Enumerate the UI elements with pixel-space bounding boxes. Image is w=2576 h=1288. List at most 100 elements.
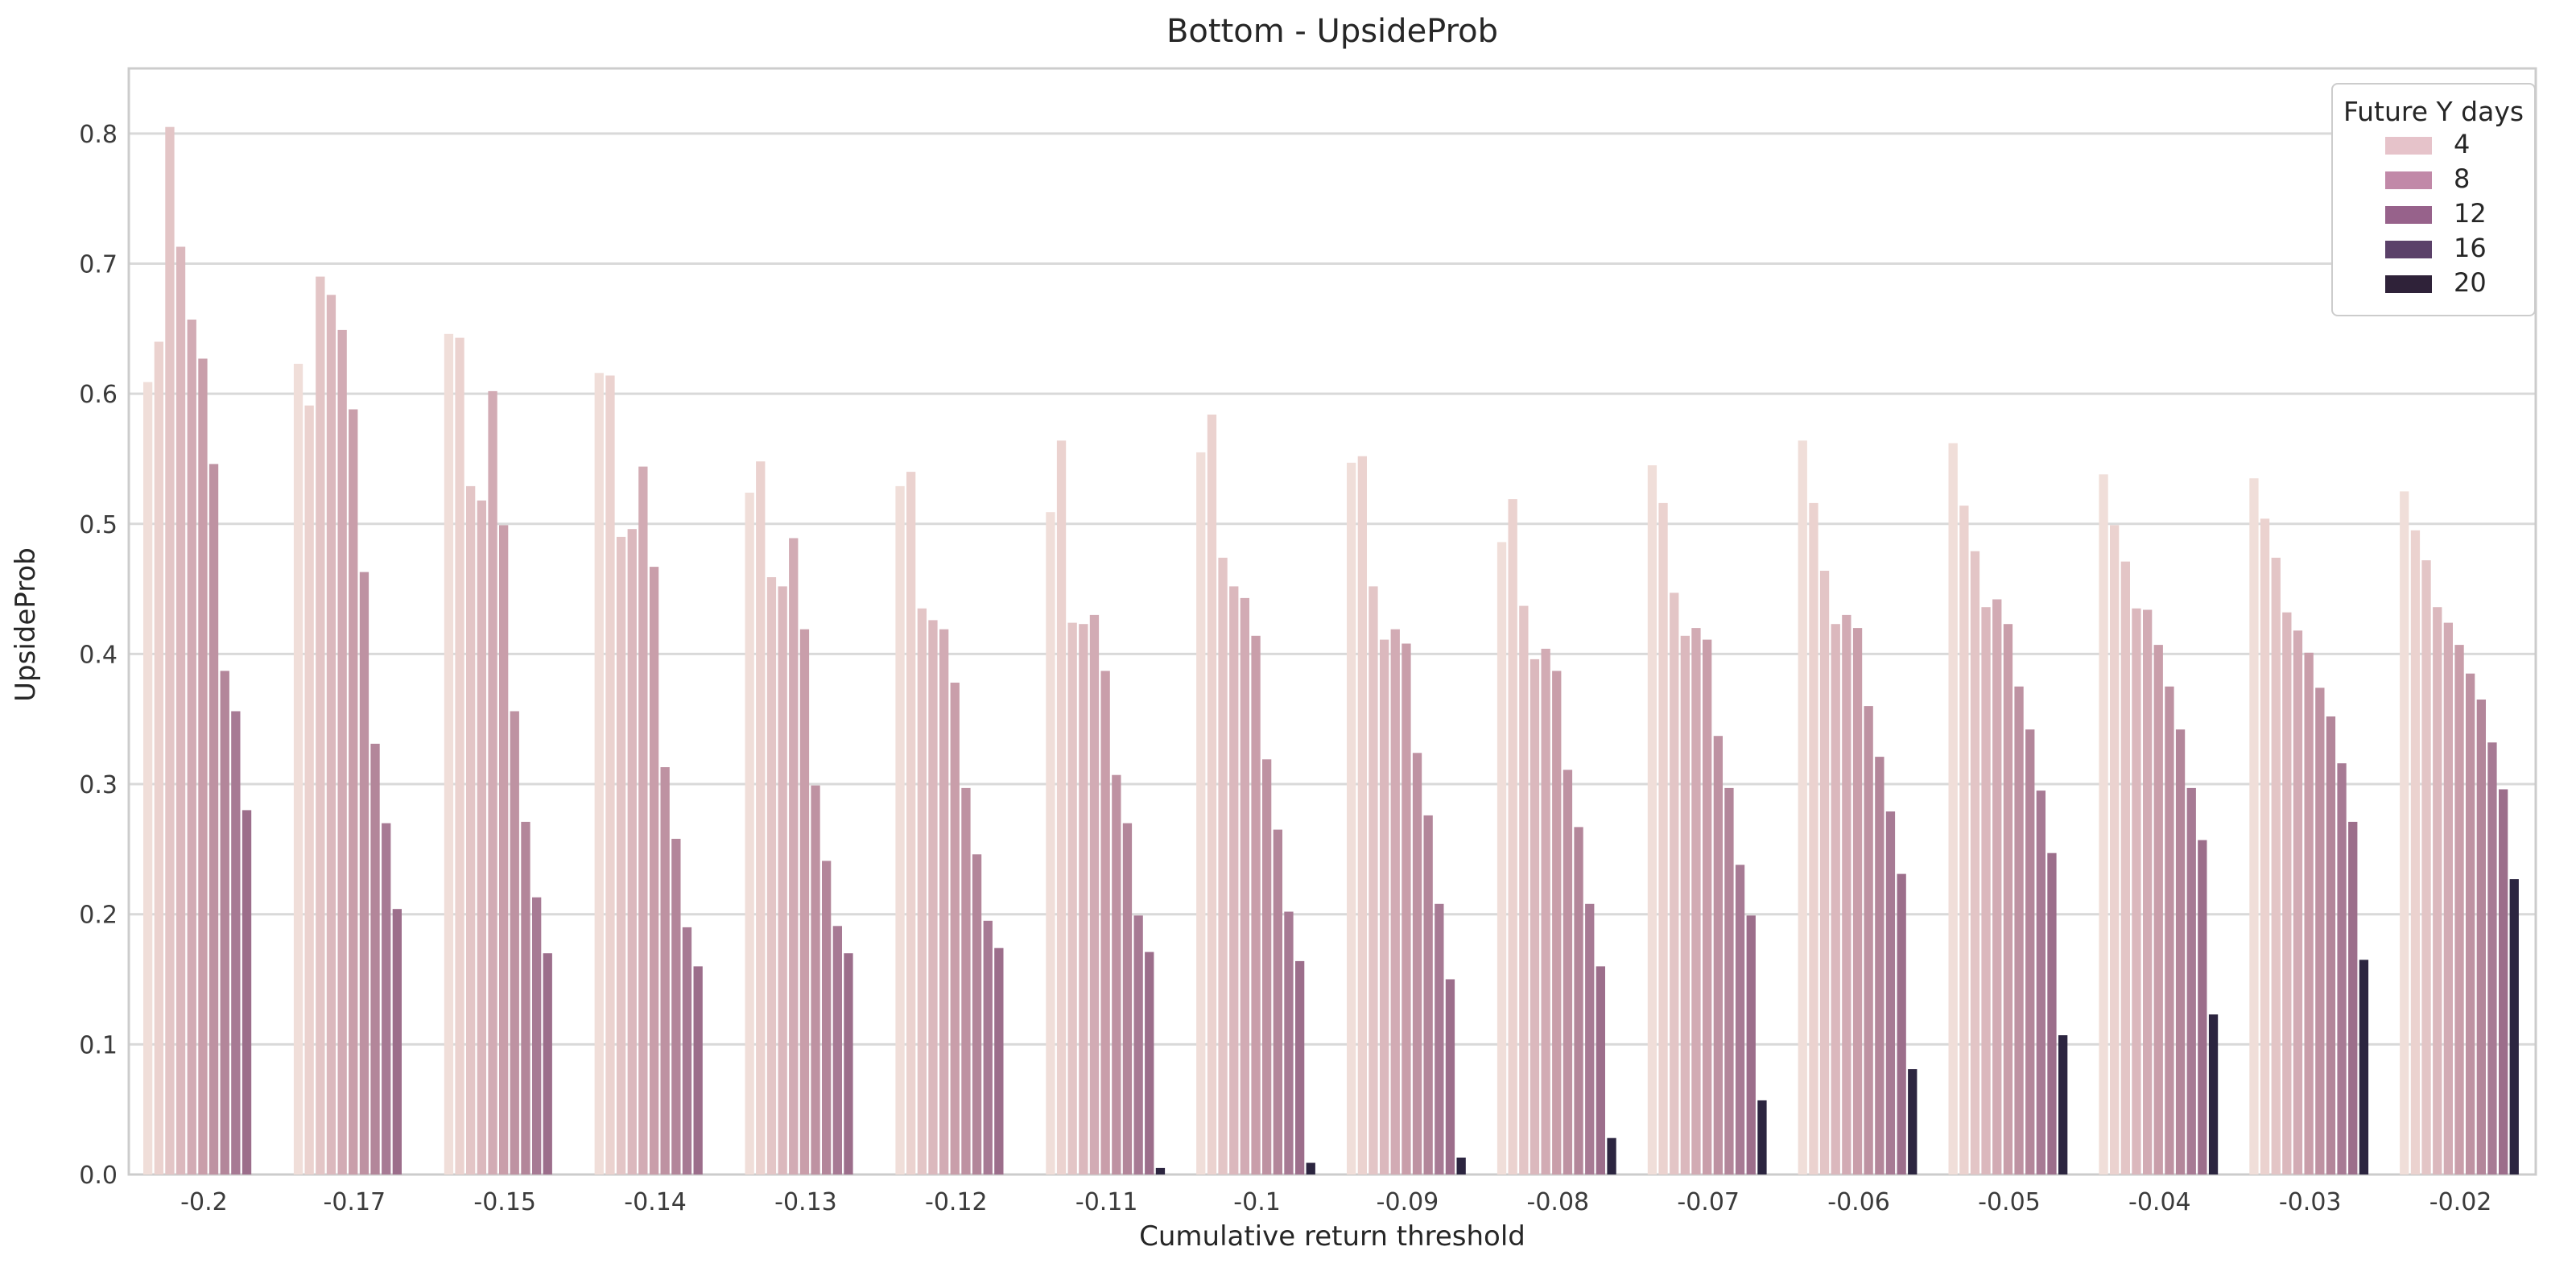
bar--0.15-day16 <box>521 821 530 1174</box>
bar--0.14-day4 <box>605 375 615 1174</box>
y-tick-label: 0.3 <box>79 771 118 799</box>
bar--0.2-day10 <box>187 320 196 1174</box>
bar--0.13-day8 <box>778 586 787 1174</box>
bar--0.11-day6 <box>1067 622 1077 1174</box>
bar--0.14-day16 <box>671 839 681 1174</box>
bar--0.06-day14 <box>1864 706 1873 1174</box>
legend-swatch-20 <box>2384 275 2433 294</box>
bar--0.15-day6 <box>466 485 476 1174</box>
bar--0.07-day4 <box>1658 502 1668 1174</box>
x-tick-label: -0.17 <box>324 1188 386 1216</box>
bar--0.02-day20 <box>2499 789 2508 1174</box>
bar--0.03-day22 <box>2359 960 2369 1174</box>
bar--0.04-day4 <box>2110 525 2120 1174</box>
bar--0.04-day14 <box>2165 686 2174 1174</box>
bar--0.05-day18 <box>2036 791 2046 1174</box>
bar--0.1-day16 <box>1273 829 1282 1174</box>
bar--0.04-day8 <box>2132 608 2141 1174</box>
bar--0.13-day4 <box>756 461 766 1174</box>
bar--0.08-day20 <box>1596 966 1605 1174</box>
legend-swatch-16 <box>2384 240 2433 259</box>
bar--0.03-day20 <box>2348 821 2358 1174</box>
bar--0.1-day22 <box>1306 1162 1315 1174</box>
bar--0.05-day10 <box>1992 599 2002 1174</box>
bar--0.15-day10 <box>488 390 497 1174</box>
bar--0.03-day8 <box>2282 612 2292 1174</box>
x-tick-label: -0.06 <box>1827 1188 1890 1216</box>
bar--0.03-day14 <box>2315 687 2325 1174</box>
legend-row: 16 <box>2333 231 2534 266</box>
legend-label: 20 <box>2454 267 2487 298</box>
bar--0.08-day4 <box>1508 499 1517 1174</box>
x-tick-label: -0.1 <box>1233 1188 1281 1216</box>
legend-row: 8 <box>2333 162 2534 196</box>
bar--0.17-day10 <box>337 329 347 1174</box>
bar--0.14-day2 <box>594 373 604 1174</box>
bar--0.07-day12 <box>1703 639 1712 1174</box>
bar--0.12-day20 <box>994 947 1004 1174</box>
bar--0.13-day14 <box>811 785 820 1174</box>
bar--0.12-day10 <box>939 629 949 1174</box>
x-tick-label: -0.05 <box>1978 1188 2041 1216</box>
bar--0.04-day18 <box>2186 787 2196 1174</box>
bar--0.11-day8 <box>1079 624 1088 1174</box>
y-axis-label: UpsideProb <box>10 547 42 702</box>
bar--0.11-day4 <box>1056 440 1067 1174</box>
bar--0.1-day18 <box>1284 911 1294 1174</box>
bar--0.05-day4 <box>1959 506 1969 1174</box>
bar--0.08-day12 <box>1552 671 1562 1174</box>
x-tick-label: -0.03 <box>2279 1188 2342 1216</box>
legend-row: 4 <box>2333 127 2534 162</box>
bar--0.05-day20 <box>2047 852 2057 1174</box>
bar--0.08-day10 <box>1541 648 1550 1174</box>
y-tick-label: 0.4 <box>79 641 118 669</box>
bar--0.11-day18 <box>1133 915 1143 1174</box>
bar--0.02-day16 <box>2476 700 2486 1174</box>
bar--0.05-day6 <box>1970 551 1980 1174</box>
bar--0.2-day4 <box>154 341 163 1174</box>
bar--0.06-day2 <box>1798 440 1807 1174</box>
bar--0.14-day10 <box>638 466 648 1174</box>
bar--0.1-day4 <box>1207 415 1217 1174</box>
bar--0.12-day18 <box>983 920 993 1174</box>
bar--0.2-day18 <box>231 711 241 1174</box>
bar--0.17-day18 <box>382 823 391 1174</box>
axes-frame <box>127 67 2537 1176</box>
bar--0.02-day10 <box>2443 622 2453 1174</box>
y-tick-label: 0.1 <box>79 1031 118 1059</box>
bar--0.07-day18 <box>1735 865 1745 1174</box>
bar--0.17-day16 <box>370 743 380 1174</box>
bar--0.07-day14 <box>1713 736 1723 1174</box>
bar--0.17-day2 <box>293 363 303 1174</box>
bar--0.09-day2 <box>1347 462 1356 1174</box>
bar--0.03-day10 <box>2293 630 2303 1174</box>
bar--0.06-day18 <box>1885 811 1896 1174</box>
bar--0.2-day12 <box>198 358 208 1174</box>
bar--0.07-day6 <box>1670 592 1679 1174</box>
bar--0.04-day12 <box>2153 645 2163 1174</box>
bar--0.03-day16 <box>2326 716 2336 1174</box>
bar--0.06-day22 <box>1908 1069 1918 1174</box>
y-tick-label: 0.7 <box>79 250 118 279</box>
x-tick-label: -0.07 <box>1677 1188 1740 1216</box>
bar--0.04-day20 <box>2198 840 2207 1174</box>
bar--0.07-day20 <box>1746 915 1756 1174</box>
legend-label: 12 <box>2454 198 2487 229</box>
bar--0.1-day14 <box>1262 759 1272 1174</box>
bar--0.02-day18 <box>2487 742 2497 1174</box>
bar--0.06-day6 <box>1819 571 1830 1174</box>
legend-label: 8 <box>2454 163 2471 194</box>
bar--0.04-day6 <box>2120 561 2130 1174</box>
bar--0.05-day12 <box>2003 624 2013 1174</box>
bar--0.03-day12 <box>2304 652 2314 1174</box>
bar--0.14-day12 <box>649 567 659 1174</box>
bar--0.09-day18 <box>1435 903 1444 1174</box>
x-tick-label: -0.02 <box>2429 1188 2492 1216</box>
bar--0.08-day16 <box>1574 827 1583 1174</box>
bar--0.08-day8 <box>1530 658 1540 1174</box>
bar--0.04-day2 <box>2099 474 2108 1174</box>
x-tick-label: -0.11 <box>1075 1188 1138 1216</box>
bar--0.13-day16 <box>822 861 832 1174</box>
y-tick-label: 0.0 <box>79 1162 118 1190</box>
